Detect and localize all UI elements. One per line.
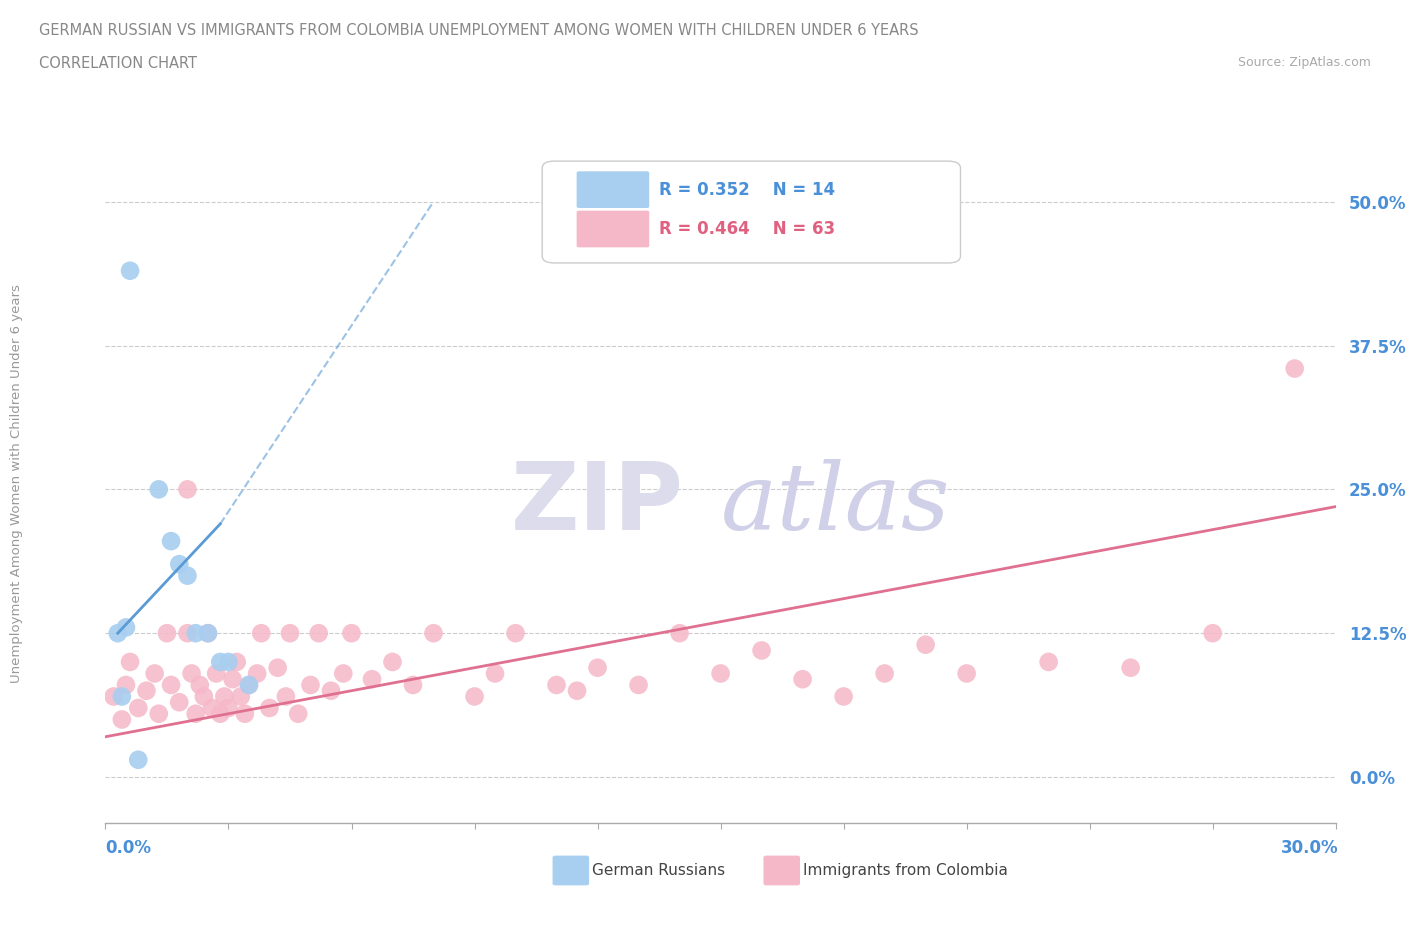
Point: [120, 655, 141, 670]
Point: [274, 689, 297, 704]
Point: [115, 678, 138, 693]
Point: [188, 678, 211, 693]
Point: [956, 666, 979, 681]
Point: [201, 700, 224, 715]
Point: [160, 534, 183, 549]
Point: [214, 689, 236, 704]
Point: [209, 706, 232, 721]
Point: [148, 706, 170, 721]
Point: [238, 678, 260, 693]
Point: [250, 626, 273, 641]
Point: [205, 666, 228, 681]
Point: [751, 643, 773, 658]
Text: GERMAN RUSSIAN VS IMMIGRANTS FROM COLOMBIA UNEMPLOYMENT AMONG WOMEN WITH CHILDRE: GERMAN RUSSIAN VS IMMIGRANTS FROM COLOMB…: [39, 23, 920, 38]
Point: [402, 678, 425, 693]
Point: [218, 655, 240, 670]
Point: [169, 557, 191, 572]
Point: [586, 660, 609, 675]
FancyBboxPatch shape: [543, 161, 960, 263]
Point: [184, 626, 207, 641]
Point: [111, 689, 134, 704]
Text: 30.0%: 30.0%: [1281, 839, 1339, 857]
Point: [422, 626, 444, 641]
Point: [148, 482, 170, 497]
Text: R = 0.352    N = 14: R = 0.352 N = 14: [659, 180, 835, 199]
Point: [115, 620, 138, 635]
Point: [381, 655, 404, 670]
Point: [832, 689, 855, 704]
Text: Unemployment Among Women with Children Under 6 years: Unemployment Among Women with Children U…: [10, 285, 24, 683]
Point: [546, 678, 568, 693]
FancyBboxPatch shape: [576, 171, 650, 208]
Point: [565, 684, 588, 698]
Text: 0.0%: 0.0%: [105, 839, 152, 857]
Point: [287, 706, 309, 721]
Text: Source: ZipAtlas.com: Source: ZipAtlas.com: [1237, 56, 1371, 69]
Point: [319, 684, 342, 698]
Point: [143, 666, 166, 681]
Point: [792, 671, 814, 686]
Text: ZIP: ZIP: [510, 458, 683, 550]
Point: [332, 666, 354, 681]
Point: [180, 666, 202, 681]
Point: [156, 626, 179, 641]
Point: [107, 626, 129, 641]
Point: [229, 689, 252, 704]
Point: [873, 666, 896, 681]
Text: German Russians: German Russians: [592, 863, 725, 878]
Point: [267, 660, 290, 675]
Point: [176, 482, 198, 497]
Point: [361, 671, 384, 686]
Point: [169, 695, 191, 710]
Point: [111, 712, 134, 727]
Point: [1119, 660, 1142, 675]
Point: [278, 626, 301, 641]
Point: [464, 689, 486, 704]
Point: [233, 706, 256, 721]
Point: [197, 626, 219, 641]
Point: [259, 700, 281, 715]
Point: [505, 626, 527, 641]
Point: [184, 706, 207, 721]
Text: atlas: atlas: [721, 459, 950, 549]
Point: [710, 666, 733, 681]
Point: [246, 666, 269, 681]
Point: [299, 678, 322, 693]
Point: [127, 752, 149, 767]
Point: [127, 700, 149, 715]
Point: [197, 626, 219, 641]
Text: CORRELATION CHART: CORRELATION CHART: [39, 56, 197, 71]
Point: [103, 689, 125, 704]
Point: [308, 626, 330, 641]
Point: [209, 655, 232, 670]
Point: [221, 671, 243, 686]
Point: [238, 678, 260, 693]
Point: [160, 678, 183, 693]
Point: [340, 626, 363, 641]
Point: [135, 684, 157, 698]
Point: [1201, 626, 1223, 641]
Point: [484, 666, 506, 681]
Text: R = 0.464    N = 63: R = 0.464 N = 63: [659, 220, 835, 238]
Point: [1284, 361, 1306, 376]
Point: [176, 568, 198, 583]
Point: [914, 637, 936, 652]
Point: [218, 700, 240, 715]
Text: Immigrants from Colombia: Immigrants from Colombia: [803, 863, 1008, 878]
Point: [627, 678, 650, 693]
Point: [193, 689, 215, 704]
Point: [225, 655, 247, 670]
Point: [668, 626, 690, 641]
Point: [1038, 655, 1060, 670]
Point: [120, 263, 141, 278]
FancyBboxPatch shape: [576, 211, 650, 247]
Point: [176, 626, 198, 641]
